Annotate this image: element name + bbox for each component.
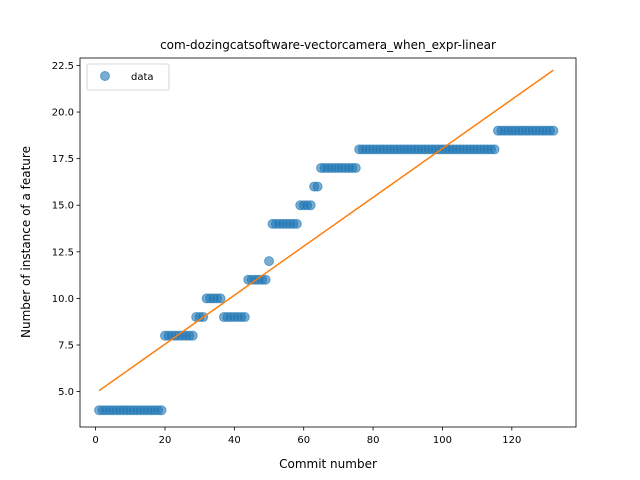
y-tick-label: 22.5 xyxy=(52,61,74,72)
y-tick-label: 17.5 xyxy=(52,154,74,165)
x-axis: 0 20 40 60 80 100 120 xyxy=(92,427,521,446)
x-tick-label: 20 xyxy=(159,435,172,446)
data-point xyxy=(187,330,198,341)
x-tick-label: 60 xyxy=(297,435,310,446)
x-axis-label: Commit number xyxy=(279,457,377,471)
legend-marker-data xyxy=(100,71,110,81)
data-point xyxy=(260,274,271,285)
plot-frame xyxy=(79,57,577,428)
fit-line xyxy=(98,69,554,392)
data-point xyxy=(291,218,302,229)
data-point xyxy=(156,405,167,416)
data-point xyxy=(264,256,275,267)
x-tick-label: 100 xyxy=(433,435,452,446)
y-tick-label: 12.5 xyxy=(52,247,74,258)
legend-label-data: data xyxy=(131,72,154,83)
y-tick-label: 5.0 xyxy=(58,387,74,398)
x-tick-label: 0 xyxy=(92,435,98,446)
x-tick-label: 40 xyxy=(228,435,241,446)
x-tick-label: 120 xyxy=(502,435,521,446)
y-tick-label: 20.0 xyxy=(52,108,74,119)
data-point xyxy=(312,181,323,192)
data-point xyxy=(548,125,559,136)
y-tick-label: 10.0 xyxy=(52,294,74,305)
data-point xyxy=(305,200,316,211)
data-point xyxy=(489,144,500,155)
data-point xyxy=(215,293,226,304)
chart-title: com-dozingcatsoftware-vectorcamera_when_… xyxy=(160,38,496,52)
fit-series xyxy=(98,69,554,392)
data-point xyxy=(239,312,250,323)
y-tick-label: 15.0 xyxy=(52,201,74,212)
data-series xyxy=(94,125,559,416)
legend-box xyxy=(86,63,170,91)
data-point xyxy=(350,162,361,173)
y-tick-label: 7.5 xyxy=(58,341,74,352)
x-tick-label: 80 xyxy=(367,435,380,446)
y-axis-label: Number of instance of a feature xyxy=(19,146,33,338)
y-axis: 5.0 7.5 10.0 12.5 15.0 17.5 20.0 22.5 xyxy=(52,61,80,398)
legend: data xyxy=(86,63,170,91)
